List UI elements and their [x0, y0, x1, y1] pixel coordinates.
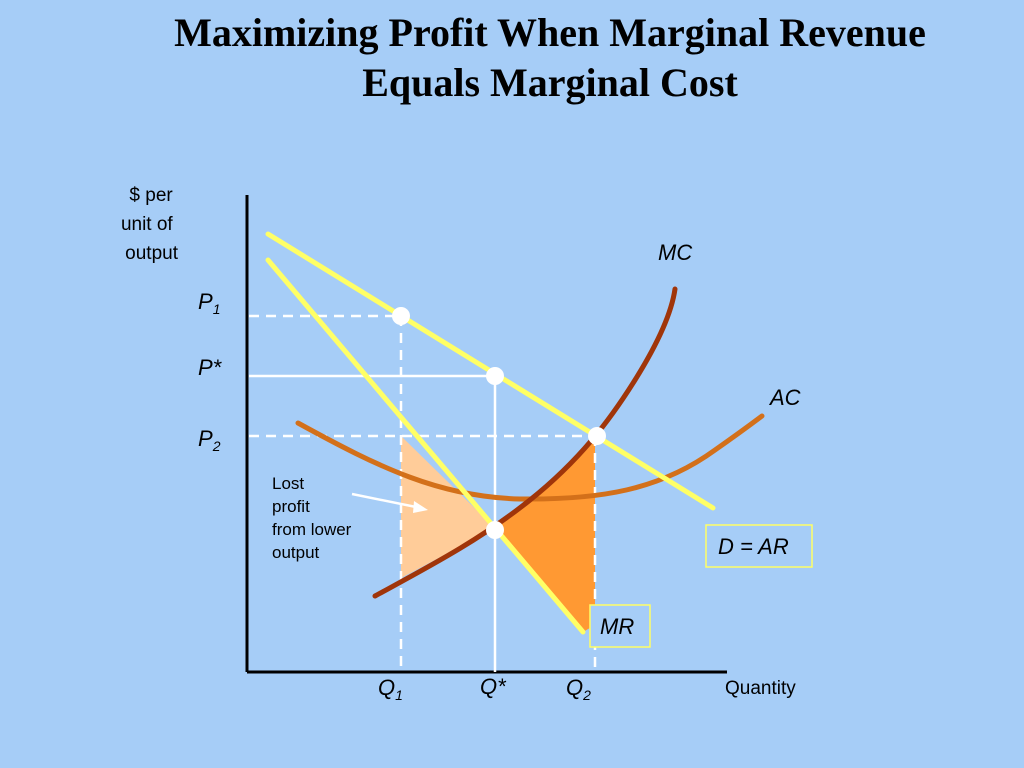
- quantity-label-q2: Q2: [566, 675, 591, 703]
- mr-label: MR: [600, 614, 634, 639]
- demand-label-box: [705, 524, 813, 568]
- point-p2-on-demand: [588, 427, 606, 445]
- quantity-label-q1: Q1: [378, 675, 403, 703]
- point-mr-equals-mc: [486, 521, 504, 539]
- mr-curve: [265, 257, 586, 635]
- title-line-2: Equals Marginal Cost: [362, 60, 738, 105]
- lost-profit-region-left: [401, 436, 495, 578]
- annotation-arrow: [351, 492, 417, 509]
- lost-profit-region-right: [495, 436, 595, 632]
- slide-title: Maximizing Profit When Marginal Revenue …: [0, 8, 1024, 108]
- quantity-label-qstar: Q*: [480, 674, 507, 699]
- mc-curve: [372, 286, 678, 599]
- point-p1-on-demand: [392, 307, 410, 325]
- mc-label: MC: [658, 240, 692, 265]
- ac-label: AC: [768, 385, 801, 410]
- ac-curve: [295, 413, 765, 502]
- mr-label-box: [589, 604, 651, 648]
- title-line-1: Maximizing Profit When Marginal Revenue: [174, 10, 926, 55]
- annotation-arrowhead: [413, 501, 428, 513]
- price-label-p2: P2: [198, 426, 221, 454]
- demand-label: D = AR: [718, 534, 789, 559]
- price-label-pstar: P*: [198, 355, 223, 380]
- x-axis-label: Quantity: [725, 678, 796, 699]
- point-pstar-on-demand: [486, 367, 504, 385]
- lost-profit-annotation: Lost profit from lower output: [272, 474, 356, 562]
- price-label-p1: P1: [198, 289, 220, 317]
- y-axis-label: $ per unit of output: [121, 185, 179, 264]
